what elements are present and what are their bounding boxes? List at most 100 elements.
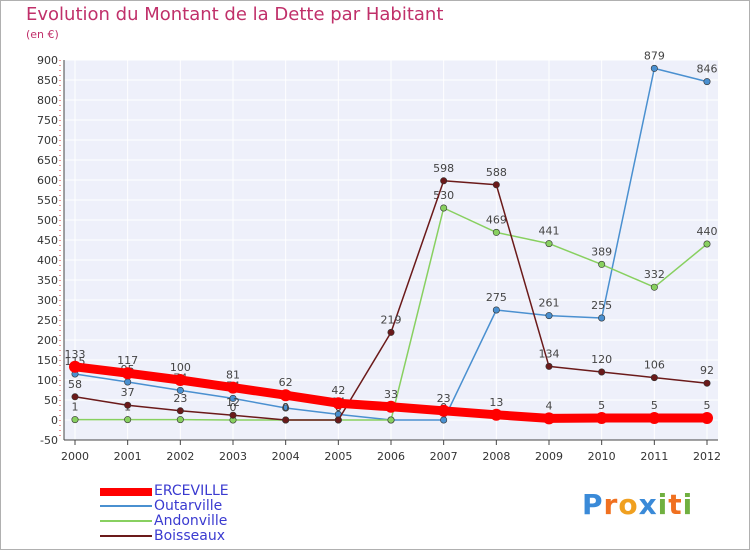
- x-tick-label: 2006: [377, 450, 405, 463]
- y-tick-label: 800: [37, 94, 58, 107]
- data-point-outarville: [440, 416, 448, 424]
- x-tick-label: 2009: [535, 450, 563, 463]
- data-point-andonville: [71, 416, 79, 424]
- chart-title: Evolution du Montant de la Dette par Hab…: [26, 4, 444, 25]
- y-tick-label: 100: [37, 374, 58, 387]
- data-point-outarville: [545, 312, 553, 320]
- data-point-andonville: [440, 204, 448, 212]
- legend-swatch-erceville: [100, 488, 152, 496]
- y-tick-label: 550: [37, 194, 58, 207]
- x-tick-label: 2002: [166, 450, 194, 463]
- data-label-boisseaux: 219: [381, 313, 402, 326]
- data-point-boisseaux: [598, 368, 606, 376]
- legend-swatch-outarville: [100, 505, 152, 507]
- x-tick-label: 2004: [272, 450, 300, 463]
- logo-letter: r: [603, 488, 619, 521]
- data-label-erceville: 5: [598, 399, 605, 412]
- x-tick-label: 2005: [324, 450, 352, 463]
- data-label-erceville: 4: [546, 399, 553, 412]
- data-point-boisseaux: [440, 177, 448, 185]
- data-point-outarville: [703, 78, 711, 86]
- y-tick-label: 50: [44, 394, 58, 407]
- y-tick-label: 300: [37, 294, 58, 307]
- data-point-outarville: [176, 386, 184, 394]
- data-label-andonville: 441: [539, 225, 560, 238]
- x-tick-label: 2008: [482, 450, 510, 463]
- chart-subtitle: (en €): [26, 28, 59, 41]
- y-tick-label: 900: [37, 54, 58, 67]
- data-point-boisseaux: [124, 401, 132, 409]
- data-point-outarville: [124, 378, 132, 386]
- data-point-erceville: [121, 367, 134, 380]
- x-tick-label: 2010: [588, 450, 616, 463]
- data-point-boisseaux: [545, 362, 553, 370]
- y-tick-label: 350: [37, 274, 58, 287]
- data-point-boisseaux: [176, 407, 184, 415]
- data-point-andonville: [492, 228, 500, 236]
- data-point-erceville: [332, 397, 345, 410]
- data-label-erceville: 117: [117, 354, 138, 367]
- y-tick-label: 250: [37, 314, 58, 327]
- legend-swatch-andonville: [100, 520, 152, 522]
- logo-letter: i: [682, 488, 694, 521]
- data-point-boisseaux: [492, 181, 500, 189]
- data-point-boisseaux: [71, 393, 79, 401]
- data-label-andonville: 0: [230, 401, 237, 414]
- data-label-andonville: 389: [591, 245, 612, 258]
- y-tick-label: 850: [37, 74, 58, 87]
- legend-label-andonville: Andonville: [154, 513, 228, 529]
- data-label-outarville: 846: [697, 63, 718, 76]
- data-point-boisseaux: [282, 416, 290, 424]
- legend-swatch-boisseaux: [100, 535, 152, 537]
- data-point-andonville: [545, 240, 553, 248]
- data-label-andonville: 1: [72, 401, 79, 414]
- data-label-erceville: 13: [489, 396, 503, 409]
- y-tick-label: 200: [37, 334, 58, 347]
- data-point-erceville: [543, 412, 555, 425]
- data-label-erceville: 33: [384, 388, 398, 401]
- data-label-erceville: 5: [704, 399, 711, 412]
- y-tick-label: 750: [37, 114, 58, 127]
- data-label-erceville: 5: [651, 399, 658, 412]
- data-point-outarville: [229, 394, 237, 402]
- data-label-boisseaux: 134: [539, 347, 560, 360]
- data-point-andonville: [598, 260, 606, 268]
- logo-letter: t: [668, 488, 683, 521]
- data-label-boisseaux: 37: [121, 386, 135, 399]
- data-point-erceville: [227, 381, 239, 394]
- data-label-boisseaux: 12: [226, 396, 240, 409]
- data-point-outarville: [650, 64, 658, 72]
- x-tick-label: 2000: [61, 450, 89, 463]
- data-label-boisseaux: 58: [68, 378, 82, 391]
- x-tick-label: 2003: [219, 450, 247, 463]
- data-point-erceville: [69, 360, 81, 373]
- data-point-outarville: [598, 314, 606, 322]
- x-tick-label: 2001: [114, 450, 142, 463]
- data-label-erceville: 81: [226, 369, 240, 382]
- data-label-andonville: 440: [697, 225, 718, 238]
- data-label-erceville: 23: [437, 392, 451, 405]
- data-label-outarville: 255: [591, 299, 612, 312]
- y-tick-label: 700: [37, 134, 58, 147]
- logo-letter: o: [618, 488, 639, 521]
- x-tick-label: 2007: [430, 450, 458, 463]
- legend-label-boisseaux: Boisseaux: [154, 528, 225, 544]
- data-label-andonville: 332: [644, 268, 665, 281]
- data-label-outarville: 879: [644, 49, 665, 62]
- data-point-erceville: [701, 412, 713, 424]
- data-label-boisseaux: 23: [173, 392, 187, 405]
- data-label-boisseaux: 92: [700, 364, 714, 377]
- data-label-erceville: 133: [65, 348, 86, 361]
- data-point-boisseaux: [387, 328, 395, 336]
- y-tick-label: -50: [40, 434, 58, 447]
- data-point-boisseaux: [229, 411, 237, 419]
- data-point-boisseaux: [703, 379, 711, 387]
- data-point-andonville: [176, 416, 184, 424]
- data-label-outarville: 261: [539, 297, 560, 310]
- logo-letter: P: [582, 488, 604, 521]
- data-point-erceville: [490, 408, 503, 421]
- data-point-erceville: [595, 412, 608, 424]
- y-tick-label: 400: [37, 254, 58, 267]
- data-point-andonville: [703, 240, 711, 248]
- data-point-erceville: [437, 404, 450, 417]
